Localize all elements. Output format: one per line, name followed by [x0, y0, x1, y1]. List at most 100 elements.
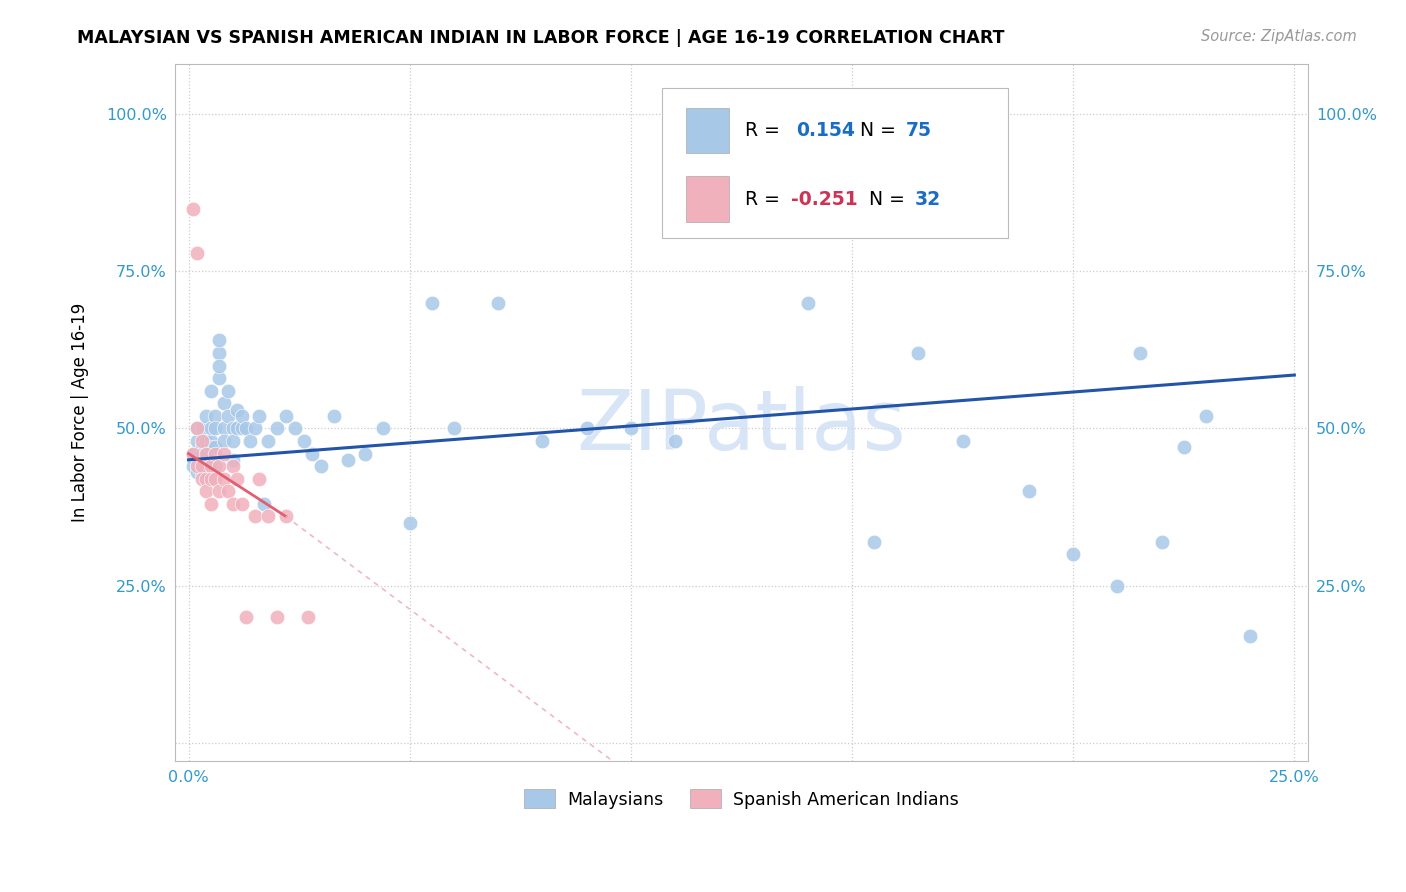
Text: 0.154: 0.154: [796, 121, 855, 140]
Point: [1107, 578, 1129, 592]
Text: -0.251: -0.251: [792, 190, 858, 209]
Point: [195, 484, 218, 499]
Point: [1062, 547, 1084, 561]
Point: [247, 472, 270, 486]
FancyBboxPatch shape: [662, 88, 1008, 238]
Point: [208, 359, 231, 373]
Point: [274, 409, 297, 423]
Point: [398, 516, 420, 530]
Point: [200, 459, 222, 474]
Text: N =: N =: [860, 121, 903, 140]
Point: [200, 384, 222, 398]
Point: [730, 220, 752, 235]
Bar: [686, 108, 728, 153]
Point: [257, 509, 280, 524]
Point: [204, 459, 226, 474]
Point: [204, 446, 226, 460]
Text: N =: N =: [869, 190, 911, 209]
Point: [200, 472, 222, 486]
Text: MALAYSIAN VS SPANISH AMERICAN INDIAN IN LABOR FORCE | AGE 16-19 CORRELATION CHAR: MALAYSIAN VS SPANISH AMERICAN INDIAN IN …: [77, 29, 1005, 47]
Point: [208, 371, 231, 385]
Point: [186, 421, 208, 435]
Point: [274, 509, 297, 524]
Point: [1150, 534, 1173, 549]
Point: [863, 534, 886, 549]
Point: [208, 484, 231, 499]
Text: 32: 32: [915, 190, 941, 209]
Point: [243, 509, 266, 524]
Point: [336, 453, 359, 467]
Point: [486, 295, 509, 310]
Point: [217, 384, 239, 398]
Point: [231, 409, 253, 423]
Point: [191, 472, 214, 486]
Point: [231, 421, 253, 435]
Point: [531, 434, 554, 448]
Point: [200, 434, 222, 448]
Point: [181, 459, 204, 474]
Point: [204, 409, 226, 423]
Point: [235, 421, 257, 435]
Text: R =: R =: [745, 190, 786, 209]
Point: [212, 446, 235, 460]
Point: [186, 466, 208, 480]
Point: [195, 446, 218, 460]
Point: [212, 396, 235, 410]
Y-axis label: In Labor Force | Age 16-19: In Labor Force | Age 16-19: [72, 303, 89, 523]
Point: [247, 409, 270, 423]
Point: [191, 434, 214, 448]
Point: [323, 409, 346, 423]
Text: Source: ZipAtlas.com: Source: ZipAtlas.com: [1201, 29, 1357, 45]
Point: [181, 446, 204, 460]
Point: [222, 421, 245, 435]
Text: 75: 75: [905, 121, 932, 140]
Point: [226, 472, 249, 486]
Point: [266, 610, 288, 624]
Legend: Malaysians, Spanish American Indians: Malaysians, Spanish American Indians: [517, 782, 966, 815]
Point: [200, 440, 222, 454]
Point: [186, 245, 208, 260]
Point: [373, 421, 395, 435]
Point: [208, 346, 231, 360]
Point: [208, 459, 231, 474]
Point: [191, 466, 214, 480]
Point: [200, 497, 222, 511]
Point: [620, 421, 643, 435]
Point: [292, 434, 315, 448]
Point: [212, 472, 235, 486]
Point: [200, 421, 222, 435]
Point: [222, 434, 245, 448]
Point: [301, 446, 323, 460]
Point: [200, 459, 222, 474]
Point: [191, 421, 214, 435]
Point: [952, 434, 974, 448]
Point: [235, 610, 257, 624]
Point: [284, 421, 307, 435]
Point: [354, 446, 377, 460]
Point: [186, 421, 208, 435]
Point: [664, 434, 686, 448]
Text: ZIPatlas: ZIPatlas: [576, 386, 907, 467]
Point: [243, 421, 266, 435]
Point: [186, 434, 208, 448]
Point: [204, 472, 226, 486]
Point: [195, 472, 218, 486]
Point: [231, 497, 253, 511]
Point: [222, 453, 245, 467]
Point: [907, 346, 929, 360]
Point: [191, 446, 214, 460]
Bar: [686, 177, 728, 222]
Point: [1128, 346, 1150, 360]
Point: [575, 421, 598, 435]
Point: [212, 434, 235, 448]
Point: [191, 440, 214, 454]
Point: [217, 484, 239, 499]
Point: [204, 440, 226, 454]
Point: [420, 295, 443, 310]
Point: [309, 459, 332, 474]
Text: R =: R =: [745, 121, 786, 140]
Point: [266, 421, 288, 435]
Point: [181, 446, 204, 460]
Point: [1195, 409, 1218, 423]
Point: [443, 421, 465, 435]
